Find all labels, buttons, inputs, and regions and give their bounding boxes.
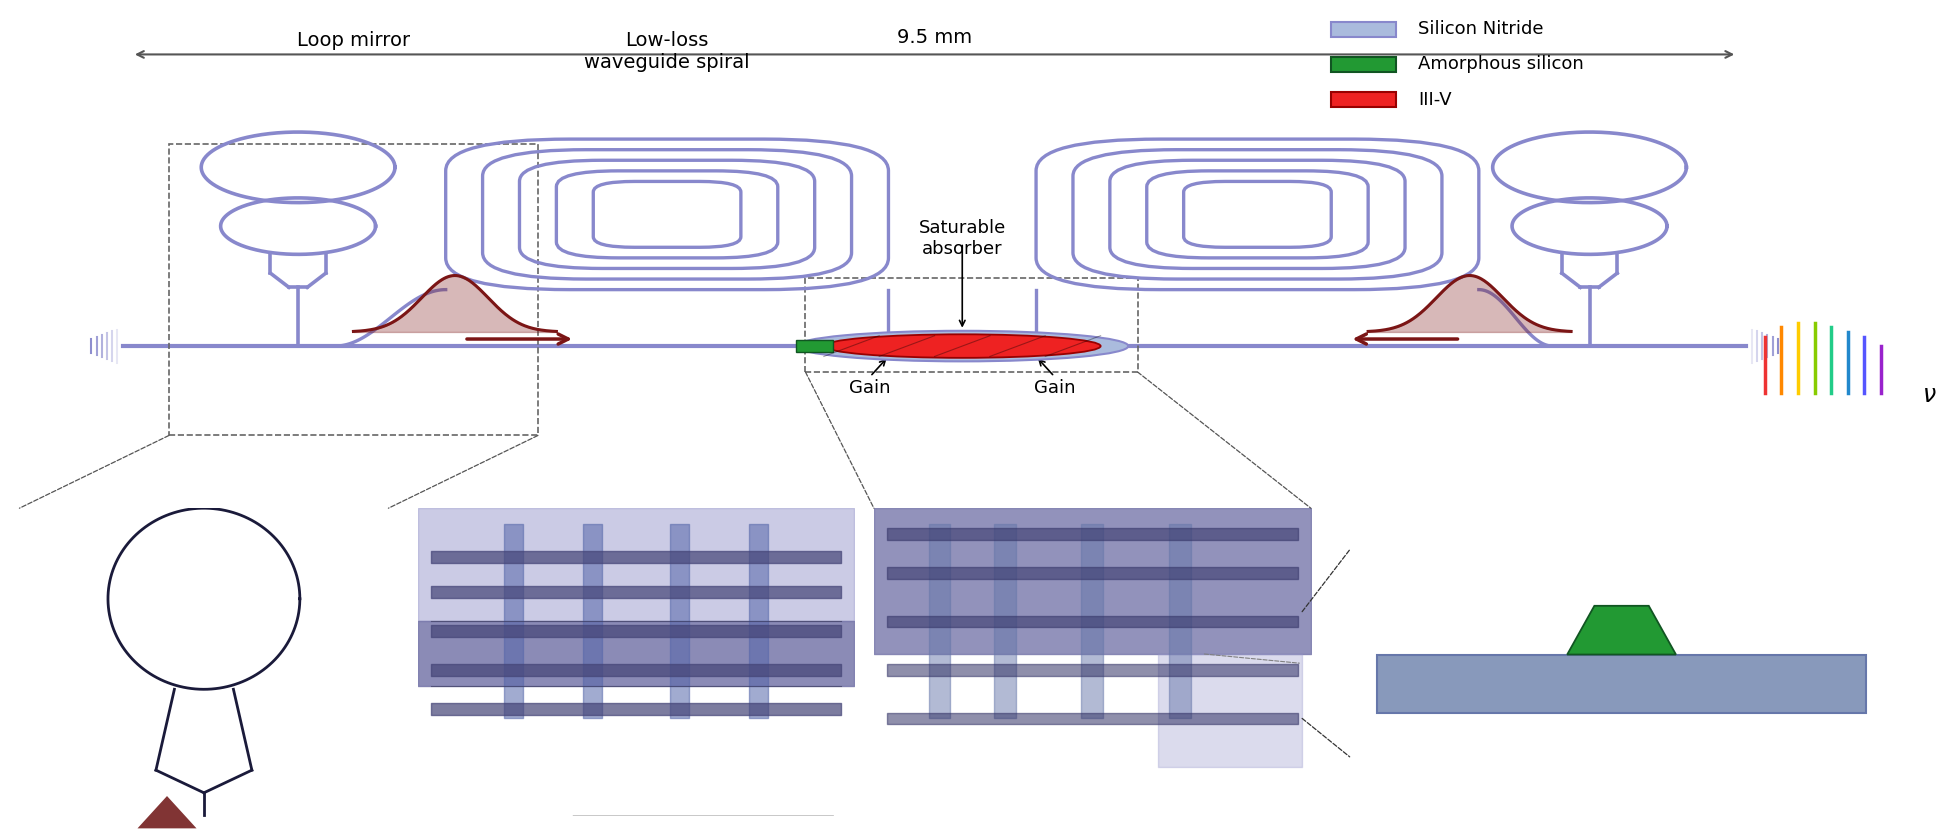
Bar [169,144,538,435]
Bar [1332,57,1396,72]
Text: Saturable
absorber: Saturable absorber [919,219,1006,258]
Text: 0.6 mm: 0.6 mm [0,308,2,384]
Bar [1332,22,1396,37]
Text: 9.5 mm: 9.5 mm [897,29,973,47]
Text: Silicon Nitride: Silicon Nitride [1418,20,1544,38]
Bar [1332,92,1396,108]
Text: 1 μm: 1 μm [1633,734,1674,749]
Text: Amorphous silicon: Amorphous silicon [1418,55,1585,73]
Polygon shape [138,796,196,828]
Text: III-V: III-V [1418,91,1451,108]
Text: $\nu$: $\nu$ [1923,384,1936,407]
Ellipse shape [796,331,1128,361]
Text: Low-loss
waveguide spiral: Low-loss waveguide spiral [585,31,750,72]
Bar [806,278,1138,372]
Text: 200 μm: 200 μm [431,781,487,796]
Ellipse shape [823,334,1101,358]
Text: 100 μm: 100 μm [887,781,944,796]
Text: Gain: Gain [1033,379,1076,397]
Polygon shape [1377,654,1866,713]
Text: Gain: Gain [849,379,891,397]
Bar [796,340,833,352]
Polygon shape [1567,606,1676,654]
Text: 100 μm: 100 μm [35,781,91,796]
Text: Loop mirror: Loop mirror [297,31,410,50]
